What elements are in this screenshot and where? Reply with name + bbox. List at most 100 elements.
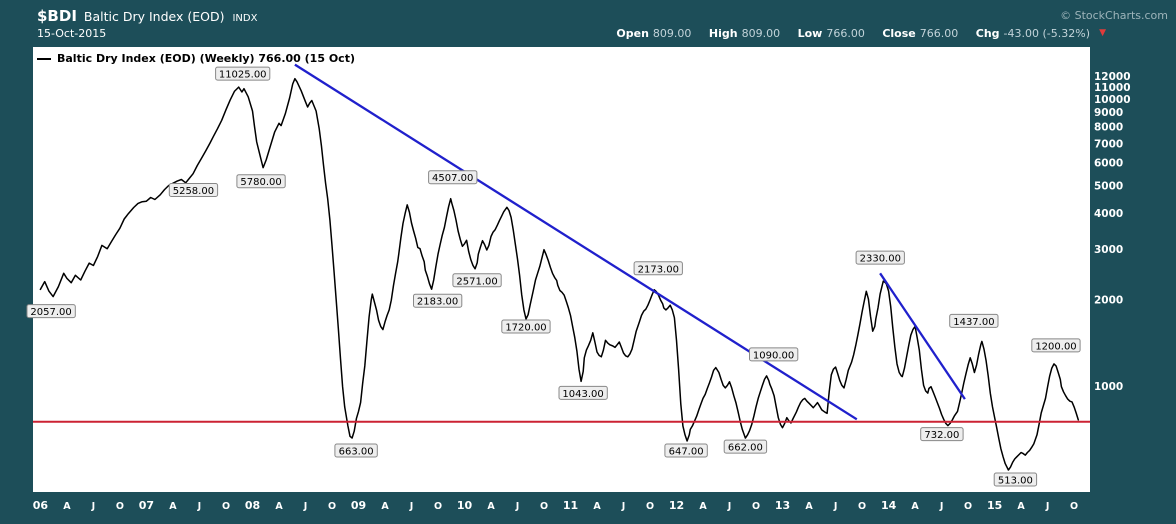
x-axis-year-tick: 12 [669, 499, 684, 512]
annotation-2173.00: 2173.00 [633, 261, 683, 276]
x-axis-month-tick: O [116, 501, 124, 512]
close-label: Close [882, 27, 916, 40]
chart-header: $BDI Baltic Dry Index (EOD) INDX [37, 6, 257, 25]
x-axis-year-tick: 14 [881, 499, 897, 512]
annotation-663.00: 663.00 [334, 443, 378, 458]
x-axis-month-tick: A [593, 501, 601, 512]
annotation-1090.00: 1090.00 [749, 347, 799, 362]
y-axis-tick: 5000 [1094, 180, 1123, 192]
svg-text:1043.00: 1043.00 [562, 389, 603, 400]
x-axis-month-tick: A [169, 501, 177, 512]
open-value: 809.00 [652, 27, 692, 40]
x-axis-month-tick: J [91, 501, 96, 512]
x-axis-month-tick: O [540, 501, 548, 512]
x-axis-month-tick: J [409, 501, 414, 512]
x-axis-month-tick: J [197, 501, 202, 512]
annotation-1720.00: 1720.00 [501, 319, 551, 334]
svg-text:5780.00: 5780.00 [240, 177, 281, 188]
x-axis-month-tick: O [1070, 501, 1078, 512]
legend-line-swatch [37, 57, 51, 60]
svg-text:2173.00: 2173.00 [638, 264, 679, 275]
annotation-4507.00: 4507.00 [428, 170, 478, 185]
x-axis-month-tick: O [646, 501, 654, 512]
svg-text:1720.00: 1720.00 [505, 323, 546, 334]
x-axis-month-tick: A [381, 501, 389, 512]
annotation-2057.00: 2057.00 [26, 304, 76, 319]
svg-text:1090.00: 1090.00 [753, 350, 794, 361]
x-axis-month-tick: O [434, 501, 442, 512]
x-axis-month-tick: A [275, 501, 283, 512]
x-axis-year-tick: 10 [457, 499, 473, 512]
svg-text:732.00: 732.00 [924, 430, 959, 441]
annotation-1200.00: 1200.00 [1031, 338, 1081, 353]
annotation-2330.00: 2330.00 [855, 250, 905, 265]
y-axis-tick: 10000 [1094, 94, 1131, 106]
x-axis-month-tick: A [911, 501, 919, 512]
svg-text:5258.00: 5258.00 [173, 186, 214, 197]
x-axis-month-tick: A [1017, 501, 1025, 512]
y-axis-tick: 6000 [1094, 158, 1123, 170]
x-axis-month-tick: J [727, 501, 732, 512]
y-axis-tick: 3000 [1094, 244, 1123, 256]
x-axis-year-tick: 06 [33, 499, 49, 512]
series-legend: Baltic Dry Index (EOD) (Weekly) 766.00 (… [37, 52, 355, 65]
change-label: Chg [975, 27, 1000, 40]
x-axis-month-tick: O [222, 501, 230, 512]
y-axis-tick: 7000 [1094, 138, 1123, 150]
quote-summary: Open 809.00 High 809.00 Low 766.00 Close 766… [602, 27, 1090, 40]
x-axis-year-tick: 15 [987, 499, 1002, 512]
copyright-label: © StockCharts.com [1060, 9, 1168, 22]
x-axis-year-tick: 07 [139, 499, 154, 512]
x-axis-month-tick: A [699, 501, 707, 512]
close-value: 766.00 [919, 27, 959, 40]
x-axis-month-tick: J [939, 501, 944, 512]
x-axis-month-tick: J [303, 501, 308, 512]
annotation-1043.00: 1043.00 [558, 385, 608, 400]
svg-text:662.00: 662.00 [728, 443, 763, 454]
y-axis-tick: 8000 [1094, 122, 1123, 134]
x-axis-year-tick: 13 [775, 499, 790, 512]
trendline-2 [879, 272, 966, 400]
y-axis-tick: 4000 [1094, 208, 1123, 220]
annotation-1437.00: 1437.00 [949, 313, 999, 328]
quote-date: 15-Oct-2015 [37, 27, 107, 40]
y-axis-tick: 2000 [1094, 295, 1123, 307]
svg-text:663.00: 663.00 [339, 447, 374, 458]
x-axis-month-tick: A [487, 501, 495, 512]
svg-text:11025.00: 11025.00 [219, 70, 267, 81]
x-axis-month-tick: O [752, 501, 760, 512]
annotation-647.00: 647.00 [664, 443, 708, 458]
x-axis-year-tick: 08 [245, 499, 260, 512]
svg-text:1437.00: 1437.00 [953, 317, 994, 328]
open-label: Open [616, 27, 649, 40]
plot-area [33, 47, 1090, 492]
svg-text:2571.00: 2571.00 [456, 276, 497, 287]
change-down-arrow-icon: ▼ [1099, 28, 1106, 38]
instrument-name: Baltic Dry Index (EOD) [83, 9, 225, 24]
x-axis-month-tick: O [328, 501, 336, 512]
annotation-732.00: 732.00 [920, 427, 964, 442]
x-axis-month-tick: J [1045, 501, 1050, 512]
x-axis-month-tick: O [964, 501, 972, 512]
svg-text:2183.00: 2183.00 [417, 297, 458, 308]
high-label: High [708, 27, 738, 40]
svg-text:513.00: 513.00 [998, 476, 1033, 487]
legend-text: Baltic Dry Index (EOD) (Weekly) 766.00 (… [57, 52, 355, 65]
annotation-2183.00: 2183.00 [413, 293, 463, 308]
x-axis-month-tick: O [858, 501, 866, 512]
annotation-513.00: 513.00 [993, 472, 1038, 487]
y-axis-tick: 1000 [1094, 381, 1123, 393]
x-axis-year-tick: 09 [351, 499, 366, 512]
annotation-5258.00: 5258.00 [168, 183, 219, 197]
low-label: Low [797, 27, 823, 40]
x-axis-year-tick: 11 [563, 499, 578, 512]
svg-text:2330.00: 2330.00 [860, 254, 901, 265]
x-axis-month-tick: A [63, 501, 71, 512]
x-axis-month-tick: J [515, 501, 520, 512]
change-value: -43.00 (-5.32%) [1003, 27, 1090, 40]
y-axis-tick: 9000 [1094, 107, 1123, 119]
ticker-symbol: $BDI [37, 7, 77, 25]
high-value: 809.00 [741, 27, 781, 40]
